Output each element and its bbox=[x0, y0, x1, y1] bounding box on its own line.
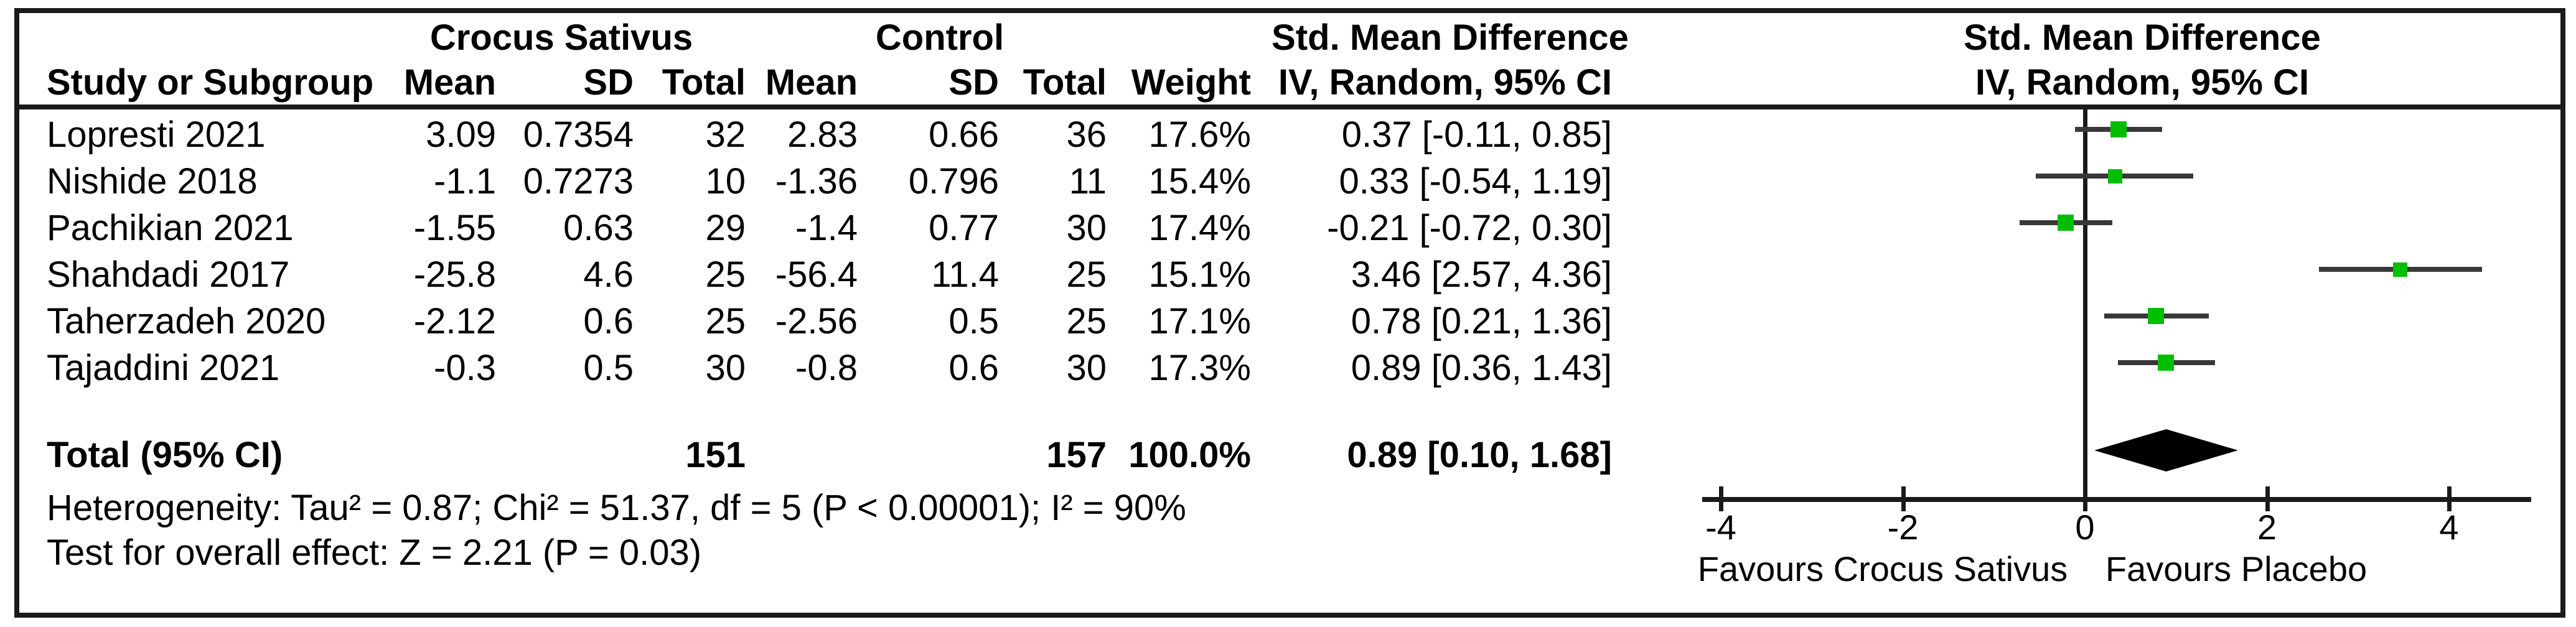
study-sd1: 0.6 bbox=[583, 301, 634, 341]
x-axis-tick bbox=[1719, 486, 1723, 511]
study-effect-ci-text: 0.37 [-0.11, 0.85] bbox=[1341, 114, 1612, 155]
study-name: Pachikian 2021 bbox=[47, 208, 294, 248]
study-name: Lopresti 2021 bbox=[47, 114, 266, 155]
study-sd1: 0.7273 bbox=[523, 161, 634, 202]
point-estimate-square bbox=[2058, 215, 2074, 231]
study-total1: 10 bbox=[705, 161, 746, 202]
study-mean2: -56.4 bbox=[775, 254, 858, 295]
point-estimate-square bbox=[2110, 121, 2127, 137]
group2-header: Control bbox=[875, 17, 1005, 58]
header-separator-line bbox=[14, 104, 2565, 109]
study-mean1: -1.55 bbox=[413, 208, 496, 248]
col-total1-header: Total bbox=[662, 62, 746, 103]
study-total2: 25 bbox=[1066, 301, 1107, 341]
total-ci-text: 0.89 [0.10, 1.68] bbox=[1347, 435, 1612, 475]
study-weight: 17.1% bbox=[1148, 301, 1251, 341]
total-n1: 151 bbox=[685, 435, 746, 475]
study-total1: 32 bbox=[705, 114, 746, 155]
study-total2: 30 bbox=[1066, 208, 1107, 248]
study-mean1: -25.8 bbox=[413, 254, 496, 295]
x-axis-tick-label: 0 bbox=[2075, 508, 2095, 547]
study-sd2: 0.5 bbox=[948, 301, 999, 341]
col-effect-ci-header: IV, Random, 95% CI bbox=[1278, 62, 1612, 103]
col-sd1-header: SD bbox=[583, 62, 634, 103]
study-mean2: -1.4 bbox=[795, 208, 858, 248]
study-sd1: 0.63 bbox=[563, 208, 634, 248]
study-mean2: -1.36 bbox=[775, 161, 858, 202]
x-axis-tick-label: -2 bbox=[1887, 508, 1919, 547]
x-axis-tick-label: 4 bbox=[2439, 508, 2459, 547]
x-axis-tick-label: 2 bbox=[2257, 508, 2277, 547]
study-weight: 15.1% bbox=[1148, 254, 1251, 295]
zero-line bbox=[2083, 109, 2087, 502]
x-axis-tick bbox=[1901, 486, 1906, 511]
point-estimate-square bbox=[2107, 169, 2122, 183]
study-effect-ci-text: 3.46 [2.57, 4.36] bbox=[1351, 254, 1612, 295]
study-name: Tajaddini 2021 bbox=[47, 348, 280, 388]
total-n2: 157 bbox=[1046, 435, 1107, 475]
study-mean2: -2.56 bbox=[775, 301, 858, 341]
effect-column-header: Std. Mean Difference bbox=[1272, 17, 1629, 58]
x-axis-line bbox=[1702, 497, 2531, 502]
study-sd1: 4.6 bbox=[583, 254, 634, 295]
study-total1: 29 bbox=[705, 208, 746, 248]
plot-header: Std. Mean Difference bbox=[1964, 17, 2321, 58]
col-sd2-header: SD bbox=[948, 62, 999, 103]
x-axis-tick bbox=[2083, 486, 2087, 511]
col-total2-header: Total bbox=[1023, 62, 1107, 103]
study-effect-ci-text: 0.33 [-0.54, 1.19] bbox=[1339, 161, 1612, 202]
study-mean1: -2.12 bbox=[413, 301, 496, 341]
study-sd2: 0.77 bbox=[929, 208, 999, 248]
total-weight: 100.0% bbox=[1128, 435, 1251, 475]
col-weight-header: Weight bbox=[1131, 62, 1251, 103]
study-weight: 17.4% bbox=[1148, 208, 1251, 248]
study-total2: 25 bbox=[1066, 254, 1107, 295]
study-total2: 30 bbox=[1066, 348, 1107, 388]
favours-right-label: Favours Placebo bbox=[2105, 549, 2368, 588]
study-sd1: 0.7354 bbox=[523, 114, 634, 155]
study-mean1: -0.3 bbox=[434, 348, 496, 388]
study-weight: 15.4% bbox=[1148, 161, 1251, 202]
heterogeneity-text: Heterogeneity: Tau² = 0.87; Chi² = 51.37… bbox=[47, 488, 1186, 528]
study-mean1: -1.1 bbox=[434, 161, 496, 202]
study-sd2: 11.4 bbox=[931, 254, 999, 295]
plot-subheader: IV, Random, 95% CI bbox=[1975, 62, 2310, 103]
study-name: Taherzadeh 2020 bbox=[47, 301, 326, 341]
study-weight: 17.6% bbox=[1148, 114, 1251, 155]
overall-effect-text: Test for overall effect: Z = 2.21 (P = 0… bbox=[47, 532, 702, 573]
study-total2: 11 bbox=[1069, 161, 1107, 202]
study-total1: 25 bbox=[705, 254, 746, 295]
point-estimate-square bbox=[2148, 308, 2165, 324]
study-mean1: 3.09 bbox=[426, 114, 496, 155]
study-name: Shahdadi 2017 bbox=[47, 254, 290, 295]
study-total1: 30 bbox=[705, 348, 746, 388]
col-mean2-header: Mean bbox=[765, 62, 858, 103]
study-total2: 36 bbox=[1066, 114, 1107, 155]
study-effect-ci-text: 0.78 [0.21, 1.36] bbox=[1351, 301, 1612, 341]
study-mean2: -0.8 bbox=[795, 348, 858, 388]
study-sd2: 0.66 bbox=[929, 114, 999, 155]
study-effect-ci-text: 0.89 [0.36, 1.43] bbox=[1351, 348, 1612, 388]
study-sd2: 0.796 bbox=[908, 161, 999, 202]
point-estimate-square bbox=[2392, 262, 2407, 277]
study-mean2: 2.83 bbox=[787, 114, 858, 155]
group1-header: Crocus Sativus bbox=[429, 17, 693, 58]
study-effect-ci-text: -0.21 [-0.72, 0.30] bbox=[1327, 208, 1612, 248]
study-name: Nishide 2018 bbox=[47, 161, 258, 202]
study-sd1: 0.5 bbox=[583, 348, 634, 388]
plot-frame bbox=[14, 8, 2565, 618]
col-mean1-header: Mean bbox=[403, 62, 496, 103]
total-row-label: Total (95% CI) bbox=[47, 435, 283, 475]
study-sd2: 0.6 bbox=[948, 348, 999, 388]
x-axis-tick bbox=[2447, 486, 2452, 511]
favours-left-label: Favours Crocus Sativus bbox=[1697, 549, 2068, 588]
point-estimate-square bbox=[2158, 355, 2175, 371]
study-total1: 25 bbox=[705, 301, 746, 341]
study-weight: 17.3% bbox=[1148, 348, 1251, 388]
col-study-header: Study or Subgroup bbox=[47, 62, 374, 103]
x-axis-tick bbox=[2265, 486, 2270, 511]
x-axis-tick-label: -4 bbox=[1705, 508, 1736, 547]
